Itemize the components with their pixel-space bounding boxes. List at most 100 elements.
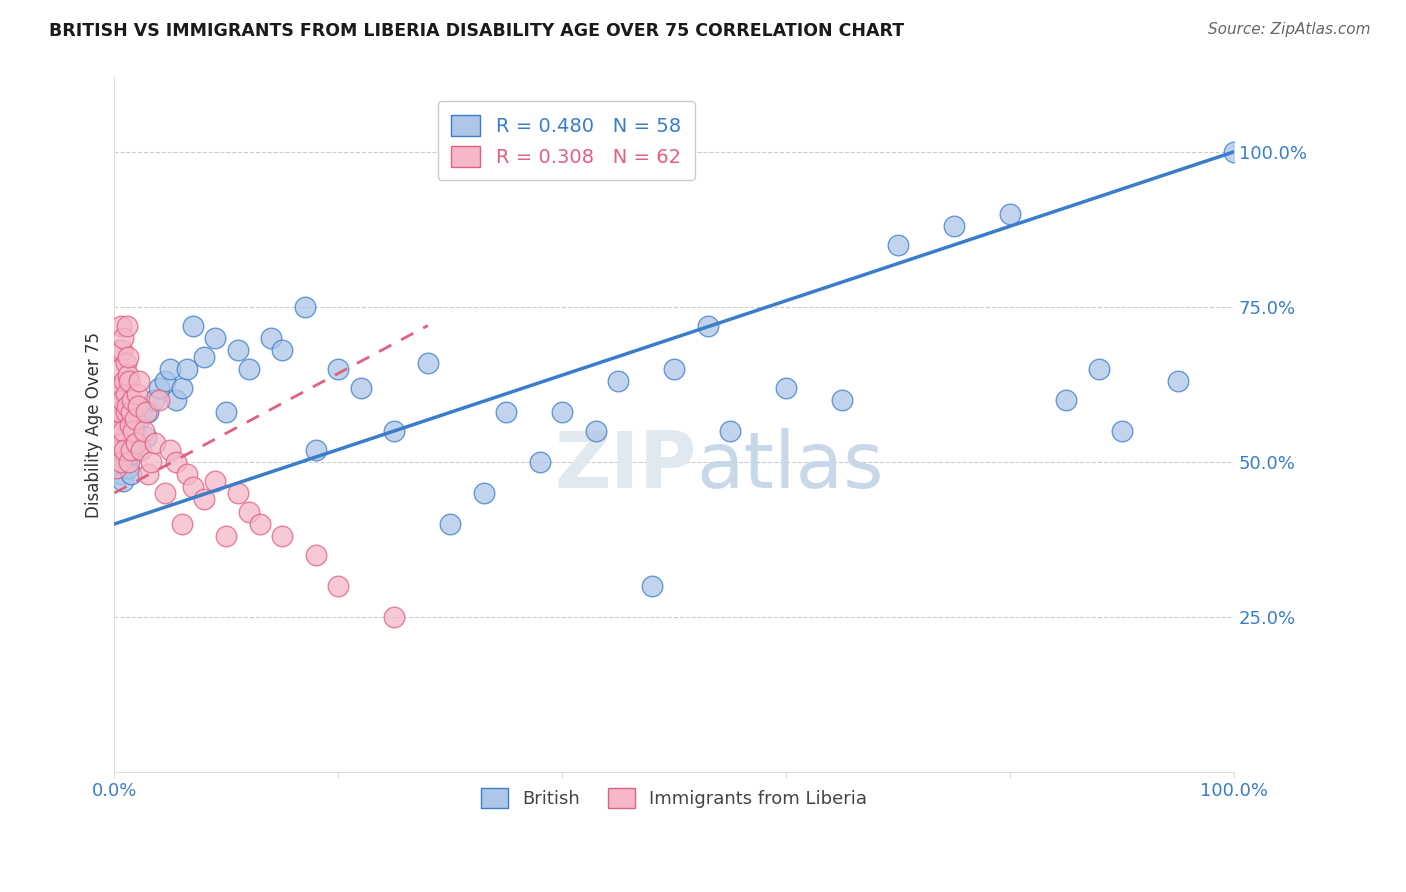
Text: Source: ZipAtlas.com: Source: ZipAtlas.com: [1208, 22, 1371, 37]
Point: [143, 436, 166, 450]
Point: [111, 436, 134, 450]
Point: [165, 392, 187, 407]
Point: [114, 386, 136, 401]
Point: [226, 343, 249, 358]
Point: [942, 219, 965, 234]
Point: [153, 486, 176, 500]
Point: [125, 442, 148, 457]
Point: [193, 492, 215, 507]
Point: [260, 331, 283, 345]
Point: [204, 331, 226, 345]
Point: [607, 375, 630, 389]
Point: [124, 424, 146, 438]
Point: [120, 405, 142, 419]
Point: [110, 455, 132, 469]
Point: [114, 442, 136, 457]
Point: [105, 417, 128, 432]
Point: [121, 392, 143, 407]
Point: [153, 375, 176, 389]
Y-axis label: Disability Age Over 75: Disability Age Over 75: [86, 332, 103, 517]
Point: [112, 474, 135, 488]
Point: [998, 207, 1021, 221]
Point: [159, 362, 181, 376]
Legend: British, Immigrants from Liberia: British, Immigrants from Liberia: [474, 780, 875, 815]
Point: [176, 362, 198, 376]
Point: [775, 380, 797, 394]
Point: [416, 356, 439, 370]
Point: [129, 442, 152, 457]
Point: [887, 238, 910, 252]
Point: [148, 392, 170, 407]
Point: [111, 392, 134, 407]
Point: [120, 442, 142, 457]
Point: [104, 461, 127, 475]
Point: [1054, 392, 1077, 407]
Point: [1111, 424, 1133, 438]
Point: [114, 356, 136, 370]
Point: [204, 474, 226, 488]
Point: [108, 442, 131, 457]
Point: [1167, 375, 1189, 389]
Point: [226, 486, 249, 500]
Point: [238, 362, 260, 376]
Point: [118, 455, 141, 469]
Point: [114, 455, 136, 469]
Point: [108, 424, 131, 438]
Point: [125, 436, 148, 450]
Point: [271, 529, 294, 543]
Point: [135, 430, 157, 444]
Point: [112, 331, 135, 345]
Point: [718, 424, 741, 438]
Point: [328, 362, 350, 376]
Point: [148, 380, 170, 394]
Point: [551, 405, 574, 419]
Point: [170, 516, 193, 531]
Point: [1088, 362, 1111, 376]
Point: [125, 386, 148, 401]
Point: [120, 417, 142, 432]
Point: [641, 579, 664, 593]
Point: [181, 480, 204, 494]
Point: [128, 375, 150, 389]
Point: [439, 516, 461, 531]
Point: [193, 350, 215, 364]
Point: [294, 300, 316, 314]
Point: [176, 467, 198, 482]
Point: [585, 424, 607, 438]
Point: [472, 486, 495, 500]
Point: [110, 318, 132, 333]
Point: [215, 529, 238, 543]
Point: [136, 467, 159, 482]
Point: [115, 318, 138, 333]
Point: [120, 467, 142, 482]
Point: [142, 392, 165, 407]
Point: [114, 375, 136, 389]
Point: [111, 343, 134, 358]
Point: [495, 405, 517, 419]
Point: [110, 380, 132, 394]
Point: [1223, 145, 1246, 159]
Point: [115, 399, 138, 413]
Point: [128, 411, 150, 425]
Point: [141, 455, 163, 469]
Point: [107, 411, 129, 425]
Text: ZIP: ZIP: [554, 428, 696, 505]
Point: [108, 405, 131, 419]
Point: [112, 424, 135, 438]
Point: [696, 318, 718, 333]
Point: [529, 455, 551, 469]
Point: [238, 505, 260, 519]
Point: [350, 380, 373, 394]
Point: [382, 610, 405, 624]
Point: [124, 411, 146, 425]
Point: [382, 424, 405, 438]
Point: [108, 362, 131, 376]
Point: [117, 449, 139, 463]
Point: [305, 442, 328, 457]
Point: [271, 343, 294, 358]
Point: [114, 442, 136, 457]
Point: [108, 461, 131, 475]
Point: [117, 461, 139, 475]
Point: [662, 362, 685, 376]
Point: [132, 424, 155, 438]
